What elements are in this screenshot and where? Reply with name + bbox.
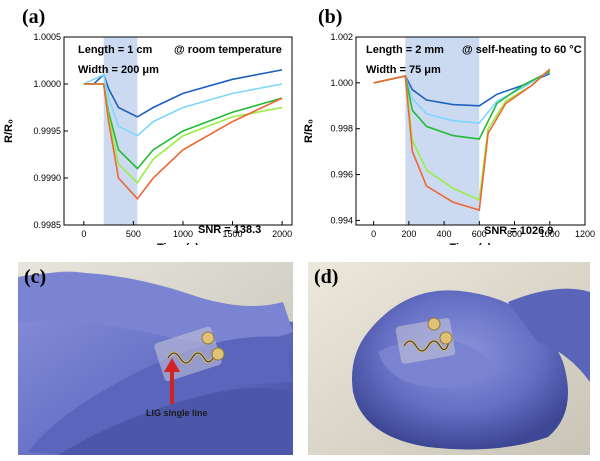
photo-d	[308, 262, 590, 455]
chart-b-annotation-2: Width = 75 μm	[366, 64, 441, 76]
chart-a-xtick-label-0: 0	[81, 229, 86, 239]
chart-a-xtick-label-2: 1000	[173, 229, 193, 239]
chart-a-series-0	[83, 69, 283, 118]
chart-b-ytick-label-4: 1.002	[330, 32, 353, 42]
chart-b-xtick-label-0: 0	[371, 229, 376, 239]
chart-a-annotation-2: Width = 200 μm	[78, 64, 159, 76]
arrow-icon	[164, 358, 180, 404]
panel-label-d: (d)	[314, 266, 339, 288]
chart-b-series-2	[373, 70, 551, 140]
glove-wrist	[508, 288, 590, 382]
chart-a-annotation-0: Length = 1 cm	[78, 44, 152, 56]
chart-b-ytick-label-0: 0.994	[330, 215, 353, 225]
sensor-patch-d	[395, 317, 456, 364]
glove-finger-lower	[58, 388, 293, 455]
chart-b-series-4	[373, 68, 551, 212]
chart-a-series-4	[83, 83, 283, 200]
chart-a-ylabel: R/R₀	[3, 119, 15, 143]
panel-label-b: (b)	[318, 6, 343, 28]
photo-c: LIG single line	[18, 262, 293, 455]
chart-a-xlabel: Time (s)	[157, 242, 199, 245]
chart-b-xtick-label-2: 400	[437, 229, 452, 239]
chart-a-xtick-label-4: 2000	[272, 229, 292, 239]
chart-a-series-1	[83, 73, 283, 137]
chart-b: 0 200 400 600 800 1000 1200 0.994 0.996 0.998 1.00…	[303, 32, 595, 245]
chart-b-xtick-label-1: 200	[401, 229, 416, 239]
chart-b-frame	[355, 36, 586, 226]
chart-b-xlabel: Time (s)	[450, 242, 492, 245]
chart-a-annotation-3: SNR = 138.3	[198, 224, 261, 236]
chart-b-xtick-label-4: 800	[507, 229, 522, 239]
chart-a-ytick-label-1: 0.9990	[33, 173, 61, 183]
glove-finger-top	[18, 272, 293, 344]
chart-b-ylabel: R/R₀	[303, 119, 315, 143]
panel-label-c: (c)	[24, 266, 47, 288]
chart-b-ytick-label-3: 1.000	[330, 78, 353, 88]
chart-b-annotation-1: @ self-heating to 60 °C	[462, 44, 582, 56]
chart-a-annotation-1: @ room temperature	[174, 44, 282, 56]
chart-a-xtick-label-1: 500	[126, 229, 141, 239]
photo-c-annotation: LIG single line	[146, 408, 208, 418]
chart-a-ytick-label-2: 0.9995	[33, 126, 61, 136]
chart-b-series-0	[373, 72, 551, 107]
chart-b-xtick-label-5: 1000	[540, 229, 560, 239]
chart-a-ytick-label-3: 1.0000	[33, 79, 61, 89]
chart-b-xtick-label-3: 600	[472, 229, 487, 239]
chart-a-ytick-label-0: 0.9985	[33, 220, 61, 230]
chart-b-ytick-label-2: 0.998	[330, 124, 353, 134]
chart-a-xtick-label-3: 1500	[223, 229, 243, 239]
chart-b-ytick-label-1: 0.996	[330, 170, 353, 180]
chart-b-xtick-label-6: 1200	[575, 229, 595, 239]
panel-label-a: (a)	[22, 6, 46, 28]
chart-a: 0 500 1000 1500 2000 0.9985 0.9990 0.9995 1.0000…	[3, 32, 293, 245]
chart-b-annotation-0: Length = 2 mm	[366, 44, 444, 56]
chart-b-annotation-3: SNR = 1026.9	[484, 225, 553, 237]
glove-finger-main	[28, 336, 293, 455]
chart-a-ytick-label-4: 1.0005	[33, 32, 61, 42]
